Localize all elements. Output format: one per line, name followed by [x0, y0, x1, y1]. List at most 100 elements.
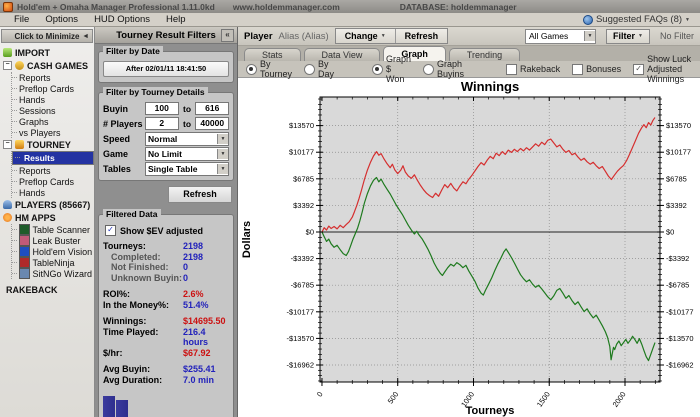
- checkbox-bonuses[interactable]: Bonuses: [572, 63, 621, 75]
- tree-twig: [12, 261, 17, 264]
- collapse-toggle-icon[interactable]: −: [3, 61, 12, 70]
- buyin-from-input[interactable]: 100: [145, 102, 179, 115]
- mini-bar: 50.5: [103, 396, 116, 417]
- radio-by-day[interactable]: By Day: [304, 59, 334, 79]
- sidebar-item-cash-graphs[interactable]: Graphs: [12, 116, 94, 127]
- tab-data-view[interactable]: Data View: [303, 48, 381, 61]
- tree-twig: [12, 272, 17, 275]
- tableninja-icon: [19, 257, 30, 268]
- sidebar-item-holdem-vision[interactable]: Hold'em Vision: [12, 246, 94, 257]
- svg-text:-$16962: -$16962: [286, 361, 314, 370]
- sidebar-section-hm-apps[interactable]: HM APPS: [3, 211, 94, 224]
- chevron-down-icon[interactable]: ▼: [584, 31, 596, 41]
- suggested-faqs-button[interactable]: Suggested FAQs (8) ▼: [582, 14, 690, 25]
- menu-options[interactable]: Options: [45, 14, 79, 25]
- filter-button[interactable]: Filter ▼: [606, 28, 650, 44]
- radio-icon[interactable]: [423, 63, 435, 75]
- stat-row: Not Finished: 0: [111, 262, 189, 272]
- hm-apps-children: Table Scanner Leak Buster Hold'em Vision…: [11, 224, 94, 279]
- sidebar-item-cash-preflop-cards[interactable]: Preflop Cards: [12, 83, 94, 94]
- filter-panel-header: Tourney Result Filters «: [95, 27, 237, 44]
- cash-games-icon: [15, 61, 24, 70]
- title-bar: Hold'em + Omaha Manager Professional 1.1…: [0, 0, 700, 13]
- stat-row: Unknown Buyin: 0: [111, 272, 189, 283]
- tourney-icon: [15, 140, 24, 149]
- chevron-down-icon[interactable]: ▼: [217, 163, 228, 174]
- speed-select[interactable]: Normal ▼: [145, 131, 229, 146]
- collapse-toggle-icon[interactable]: −: [3, 140, 12, 149]
- tab-stats[interactable]: Stats: [244, 48, 301, 61]
- sidebar-item-tableninja[interactable]: TableNinja: [12, 257, 94, 268]
- stat-row: Avg Duration: 7.0 min: [103, 374, 215, 385]
- players-from-input[interactable]: 2: [145, 117, 179, 130]
- tab-trending[interactable]: Trending: [448, 48, 521, 61]
- tabs-row: Stats Data View Graph Trending: [238, 46, 700, 61]
- stat-row: Avg Buyin: $255.41: [103, 364, 216, 374]
- game-select[interactable]: No Limit ▼: [145, 146, 229, 161]
- refresh-filters-button[interactable]: Refresh: [168, 186, 232, 203]
- svg-text:-$6785: -$6785: [291, 281, 314, 290]
- collapse-panel-button[interactable]: «: [221, 29, 234, 42]
- menu-file[interactable]: File: [14, 14, 30, 25]
- radio-by-tourney[interactable]: By Tourney: [246, 59, 292, 79]
- sidebar-item-tourney-hands[interactable]: Hands: [12, 187, 94, 198]
- refresh-row: Refresh: [95, 183, 237, 206]
- sidebar-section-import[interactable]: IMPORT: [3, 46, 94, 59]
- ev-adjusted-checkbox[interactable]: ✓: [105, 225, 116, 236]
- sidebar-section-players[interactable]: PLAYERS (85667): [3, 198, 94, 211]
- tree-twig: [12, 239, 17, 242]
- tourney-label: TOURNEY: [27, 139, 71, 150]
- buyin-to-input[interactable]: 616: [195, 102, 229, 115]
- filter-by-date-title: Filter by Date: [103, 46, 163, 56]
- sidebar-item-cash-sessions[interactable]: Sessions: [12, 105, 94, 116]
- tables-row: Tables Single Table ▼: [103, 161, 229, 176]
- svg-text:-$16962: -$16962: [666, 361, 694, 370]
- date-filter-button[interactable]: After 02/01/11 18:41:50: [103, 61, 229, 77]
- sidebar-item-cash-hands[interactable]: Hands: [12, 94, 94, 105]
- sidebar-section-tourney[interactable]: − TOURNEY: [3, 138, 94, 151]
- tree-twig: [15, 157, 20, 159]
- sitngo-wizard-icon: [19, 268, 30, 279]
- radio-icon[interactable]: [246, 63, 257, 75]
- radio-icon[interactable]: [304, 63, 316, 75]
- players-count-label: # Players: [103, 118, 143, 129]
- sidebar-item-cash-reports[interactable]: Reports: [12, 72, 94, 83]
- sidebar-item-tourney-results[interactable]: Results: [12, 151, 94, 165]
- change-player-button[interactable]: Change ▼: [344, 30, 386, 41]
- tree-twig: [12, 120, 17, 123]
- svg-text:$10177: $10177: [289, 148, 314, 157]
- sidebar-item-leak-buster[interactable]: Leak Buster: [12, 235, 94, 246]
- sidebar-section-rakeback[interactable]: RAKEBACK: [6, 285, 58, 295]
- sidebar-item-tourney-reports[interactable]: Reports: [12, 165, 94, 176]
- sidebar-item-table-scanner[interactable]: Table Scanner: [12, 224, 94, 235]
- tree-twig: [12, 191, 17, 194]
- menu-help[interactable]: Help: [166, 14, 186, 25]
- minimize-sidebar-button[interactable]: Click to Minimize ◄: [1, 29, 93, 43]
- tables-select[interactable]: Single Table ▼: [145, 161, 229, 176]
- svg-text:-$10177: -$10177: [666, 307, 694, 316]
- checkbox-rakeback[interactable]: Rakeback: [506, 63, 560, 75]
- sidebar-item-cash-vs-players[interactable]: vs Players: [12, 127, 94, 138]
- chevron-down-icon[interactable]: ▼: [217, 133, 228, 144]
- tourney-filter-panel: Tourney Result Filters « Filter by Date …: [95, 27, 238, 417]
- sidebar-item-sitngo-wizard[interactable]: SitNGo Wizard: [12, 268, 94, 279]
- players-to-input[interactable]: 40000: [195, 117, 229, 130]
- menu-hud-options[interactable]: HUD Options: [94, 14, 151, 25]
- winnings-chart: $13570 $13570 $10177 $10177 $6785 $6785 $3392 $…: [241, 79, 694, 417]
- ev-adjusted-row[interactable]: ✓ Show $EV adjusted: [105, 225, 229, 236]
- refresh-player-button[interactable]: Refresh: [394, 29, 448, 43]
- suggested-faqs-label: Suggested FAQs (8): [595, 14, 683, 25]
- tree-twig: [12, 250, 17, 253]
- all-games-select[interactable]: All Games ▼: [525, 28, 597, 44]
- tab-graph[interactable]: Graph: [383, 46, 446, 61]
- radio-graph-buyins[interactable]: Graph Buyins: [423, 59, 464, 79]
- checkbox-icon[interactable]: [506, 63, 518, 75]
- sidebar-section-cash-games[interactable]: − CASH GAMES: [3, 59, 94, 72]
- sidebar-item-tourney-preflop-cards[interactable]: Preflop Cards: [12, 176, 94, 187]
- checkbox-icon[interactable]: [572, 63, 584, 75]
- chevron-down-icon[interactable]: ▼: [217, 148, 228, 159]
- radio-icon[interactable]: [372, 63, 384, 75]
- checkbox-icon[interactable]: ✓: [633, 63, 645, 75]
- speed-row: Speed Normal ▼: [103, 131, 229, 146]
- svg-text:$10177: $10177: [666, 148, 691, 157]
